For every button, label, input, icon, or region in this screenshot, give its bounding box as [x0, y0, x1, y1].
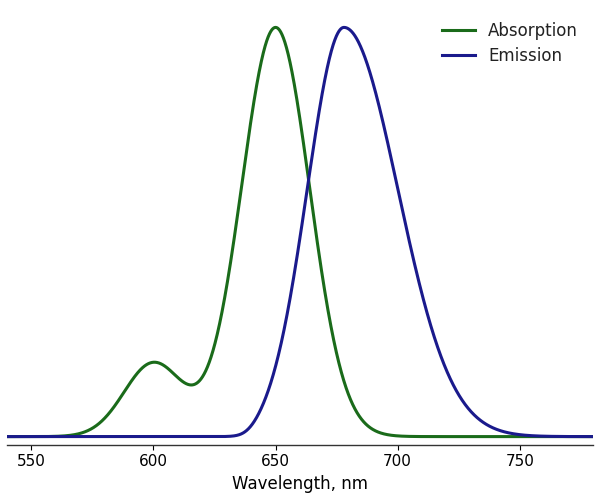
- Emission: [107, 434, 114, 440]
- Emission: [526, 432, 533, 438]
- Absorption: [233, 220, 240, 226]
- Emission: [233, 432, 240, 438]
- Absorption: [590, 434, 597, 440]
- Legend: Absorption, Emission: Absorption, Emission: [435, 16, 585, 72]
- Absorption: [259, 54, 266, 60]
- Absorption: [107, 408, 114, 414]
- Emission: [590, 434, 597, 440]
- Absorption: [4, 434, 11, 440]
- Emission: [259, 403, 266, 409]
- Absorption: [71, 432, 79, 438]
- Absorption: [272, 24, 279, 30]
- Emission: [71, 434, 79, 440]
- X-axis label: Wavelength, nm: Wavelength, nm: [232, 475, 368, 493]
- Line: Absorption: Absorption: [7, 28, 600, 436]
- Absorption: [526, 434, 533, 440]
- Line: Emission: Emission: [7, 28, 600, 436]
- Emission: [340, 24, 347, 30]
- Emission: [4, 434, 11, 440]
